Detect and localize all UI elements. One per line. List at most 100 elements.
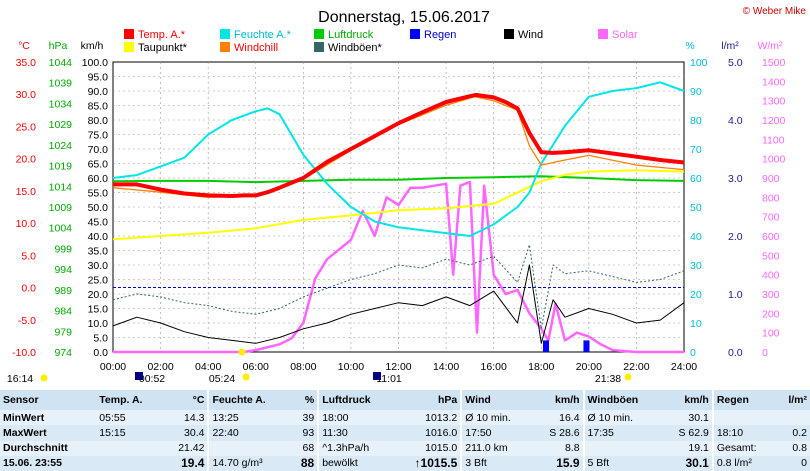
cell: 211.0 km [460, 440, 533, 456]
tick-label-rain: 5.0 [728, 57, 743, 69]
tick-label-wind: 15.0 [88, 304, 109, 316]
tick-label-pressure: 989 [54, 285, 72, 297]
tick-label-wind: 75.0 [88, 130, 109, 142]
tick-label-time: 12:00 [385, 361, 411, 373]
tick-label-wind: 20.0 [88, 289, 109, 301]
tick-label-pressure: 1014 [49, 181, 73, 193]
th-pressure-unit: hPa [393, 390, 462, 411]
tick-label-time: 14:00 [433, 361, 459, 373]
tick-label-time: 08:00 [290, 361, 316, 373]
cell: 3 Bft [460, 455, 533, 471]
cell: 0.8 l/m² [711, 455, 777, 471]
axis-units: °C hPa km/h% l/m² W/m² [18, 40, 783, 52]
tick-label-wind: 95.0 [88, 72, 109, 84]
tick-label-wind: 90.0 [88, 86, 109, 98]
sun-icon [242, 373, 250, 381]
tick-label-temp: 20.0 [16, 154, 37, 166]
legend-label: Wind [518, 29, 543, 41]
tick-label-humidity: 20 [690, 289, 702, 301]
legend-swatch [124, 42, 134, 52]
cell: bewölkt [317, 455, 394, 471]
tick-label-wind: 10.0 [88, 318, 109, 330]
tick-label-time: 02:00 [147, 361, 173, 373]
series-line-feuchte-a- [112, 81, 685, 237]
tick-label-pressure: 974 [54, 347, 72, 359]
marker-label: 21:38 [595, 373, 621, 385]
moon-icon [373, 372, 381, 380]
cell: 0 [776, 455, 810, 471]
tick-label-solar: 1100 [762, 134, 785, 146]
axis-unit: km/h [81, 40, 104, 52]
tick-label-temp: 5.0 [21, 250, 36, 262]
tick-label-solar: 1300 [762, 96, 786, 108]
cell: 0.2 [776, 425, 810, 441]
series-line-windb-en- [112, 244, 685, 330]
legend-swatch [124, 29, 134, 39]
th-wind-unit: km/h [532, 390, 584, 411]
series-line-taupunkt- [112, 169, 685, 241]
tick-label-rain: 4.0 [728, 115, 743, 127]
tick-label-pressure: 1039 [49, 78, 73, 90]
series-line-wind [112, 264, 685, 344]
tick-label-solar: 100 [762, 328, 780, 340]
cell: 05:55 [96, 410, 164, 426]
table-row: MinWert 05:55 14.3 13:25 39 18:00 1013.2… [0, 410, 810, 426]
cell [776, 410, 810, 426]
axis-unit: % [685, 40, 694, 52]
tick-label-pressure: 1044 [49, 57, 73, 69]
cell: MinWert [0, 410, 97, 426]
axes: 35.0 30.0 25.0 20.0 15.0 10.0 5.0 0.0 -5.0 -10.0 1… [12, 57, 785, 373]
tick-label-humidity: 90 [690, 86, 702, 98]
tick-label-wind: 45.0 [88, 217, 109, 229]
tick-label-rain: 1.0 [728, 289, 743, 301]
legend: Temp. A.* Feuchte A.* Luftdruck Regen Wind So… [124, 29, 638, 54]
tick-label-pressure: 1029 [49, 119, 73, 131]
tick-label-temp: 15.0 [16, 186, 37, 198]
cell: Ø 10 min. [460, 410, 533, 426]
marker-label: 05:24 [209, 373, 235, 385]
tick-label-pressure: 994 [54, 264, 72, 276]
legend-swatch [314, 29, 324, 39]
cell: 18:10 [711, 425, 777, 441]
cell: 1016.0 [393, 425, 462, 441]
tick-label-time: 22:00 [623, 361, 649, 373]
legend-label: Taupunkt* [138, 42, 188, 54]
tick-label-humidity: 80 [690, 115, 702, 127]
cell: 19.1 [662, 440, 713, 456]
rain-bar [543, 340, 550, 352]
cell: 17:35 [582, 425, 662, 441]
th-gusts-unit: km/h [662, 390, 713, 411]
tick-label-solar: 600 [762, 231, 780, 243]
tick-label-pressure: 1019 [49, 161, 73, 173]
tick-label-wind: 25.0 [88, 275, 109, 287]
chart-title: Donnerstag, 15.06.2017 [318, 9, 490, 26]
series-line-luftdruck [112, 175, 685, 184]
axis-unit: W/m² [757, 40, 783, 52]
marker-label: 16:14 [7, 373, 33, 385]
tick-label-wind: 80.0 [88, 115, 109, 127]
tick-label-temp: 30.0 [16, 89, 37, 101]
cell: Ø 10 min. [582, 410, 662, 426]
cell: 16.4 [532, 410, 584, 426]
th-wind: Wind [460, 390, 533, 411]
th-pressure: Luftdruck [317, 390, 394, 411]
cell: 14.70 g/m³ [207, 455, 291, 471]
tick-label-pressure: 1034 [49, 98, 73, 110]
tick-label-rain: 3.0 [728, 173, 743, 185]
rain-bar [583, 340, 590, 352]
th-gusts: Windböen [582, 390, 662, 411]
cell: MaxWert [0, 425, 97, 441]
th-sensor: Sensor [0, 390, 97, 411]
th-humidity: Feuchte A. [207, 390, 291, 411]
cell [96, 455, 164, 471]
tick-label-solar: 400 [762, 270, 780, 282]
tick-label-time: 20:00 [576, 361, 602, 373]
tick-label-temp: -10.0 [12, 347, 36, 359]
cell: 8.8 [532, 440, 584, 456]
cell: 19.4 [163, 455, 209, 471]
tick-label-humidity: 70 [690, 144, 702, 156]
cell: 18:00 [317, 410, 394, 426]
tick-label-rain: 2.0 [728, 231, 743, 243]
tick-label-humidity: 50 [690, 202, 702, 214]
